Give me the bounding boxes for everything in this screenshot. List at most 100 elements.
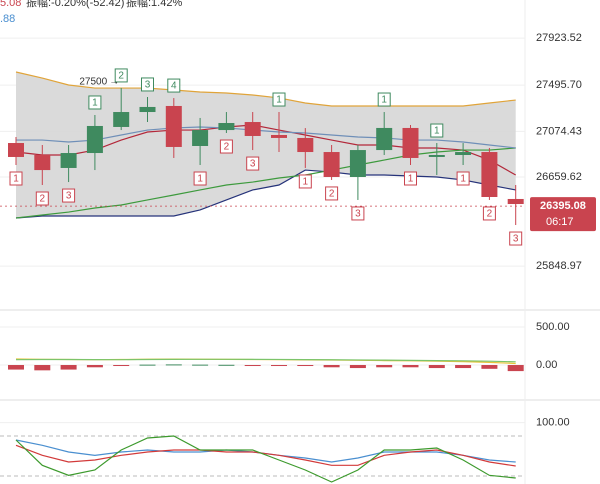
td-marker bbox=[272, 92, 286, 107]
histogram-bar bbox=[323, 365, 340, 368]
y-tick-label: 27074.43 bbox=[536, 125, 582, 137]
countdown: 06:17 bbox=[546, 216, 574, 228]
td-marker bbox=[114, 68, 128, 83]
candle-body bbox=[218, 123, 235, 131]
histogram-bar bbox=[481, 365, 498, 369]
high-note: 27500 bbox=[79, 77, 107, 88]
histogram-bar bbox=[8, 365, 24, 370]
td-marker bbox=[141, 77, 154, 92]
candle-body bbox=[323, 152, 340, 177]
td-label: 2 bbox=[40, 194, 46, 205]
histogram-bar bbox=[271, 365, 287, 367]
td-marker bbox=[9, 171, 23, 186]
td-label: 1 bbox=[408, 174, 414, 185]
histogram-bar bbox=[428, 365, 445, 369]
td-marker bbox=[193, 171, 207, 186]
td-label: 1 bbox=[434, 126, 440, 137]
y-tick-label: 26659.62 bbox=[536, 171, 582, 183]
td-marker bbox=[62, 188, 76, 203]
candle-body bbox=[455, 152, 472, 155]
series-line bbox=[15, 435, 516, 483]
td-marker bbox=[456, 171, 470, 186]
candle-body bbox=[507, 198, 524, 205]
histogram-bar bbox=[60, 365, 77, 370]
td-marker bbox=[246, 156, 260, 171]
td-label: 1 bbox=[13, 174, 19, 185]
candle-body bbox=[297, 137, 314, 153]
td-marker bbox=[404, 171, 417, 186]
last-price-tag bbox=[530, 197, 596, 232]
td-marker bbox=[482, 206, 496, 221]
histogram-bar bbox=[113, 365, 130, 367]
td-label: 2 bbox=[329, 189, 335, 200]
td-label: 1 bbox=[303, 177, 309, 188]
td-marker bbox=[377, 92, 391, 107]
histogram-bar bbox=[349, 365, 366, 369]
td-label: 1 bbox=[197, 174, 203, 185]
histogram-bar bbox=[297, 365, 314, 367]
td-label: 1 bbox=[92, 98, 98, 109]
td-label: 2 bbox=[224, 142, 230, 153]
y-tick-label: 500.00 bbox=[536, 321, 570, 333]
histogram-bar bbox=[139, 364, 156, 366]
header-change: 振幅:-0.20%(-52.42) bbox=[26, 0, 124, 9]
candle-body bbox=[113, 112, 130, 127]
td-label: 3 bbox=[66, 191, 72, 202]
candle-body bbox=[165, 105, 182, 147]
td-label: 3 bbox=[355, 209, 361, 220]
candle-body bbox=[402, 127, 419, 158]
candle-body bbox=[139, 106, 156, 113]
candle-body bbox=[244, 122, 261, 136]
series-line bbox=[15, 444, 516, 467]
histogram-bar bbox=[244, 365, 261, 367]
histogram-bar bbox=[402, 365, 419, 368]
td-label: 3 bbox=[513, 234, 519, 245]
series-line bbox=[15, 169, 516, 219]
histogram-bar bbox=[455, 365, 472, 369]
td-marker bbox=[219, 139, 233, 154]
histogram-bar bbox=[86, 365, 103, 368]
histogram-bar bbox=[165, 364, 182, 366]
header-amplitude: 振幅:1.42% bbox=[126, 0, 182, 9]
td-label: 2 bbox=[118, 71, 124, 82]
y-tick-label: 27495.70 bbox=[536, 79, 582, 91]
candle-body bbox=[192, 130, 209, 146]
series-line bbox=[15, 71, 516, 107]
td-marker bbox=[298, 174, 312, 189]
td-marker bbox=[430, 123, 444, 138]
header-sub: .88 bbox=[0, 13, 15, 25]
y-tick-label: 100.00 bbox=[536, 417, 570, 429]
histogram-bar bbox=[218, 364, 235, 366]
candle-body bbox=[349, 150, 366, 177]
candle-body bbox=[428, 155, 445, 157]
candle-body bbox=[271, 134, 287, 138]
td-marker bbox=[167, 78, 181, 93]
td-marker bbox=[509, 231, 523, 246]
td-label: 3 bbox=[145, 80, 151, 91]
candle-body bbox=[376, 127, 393, 151]
last-price-label: 26395.08 bbox=[540, 200, 586, 212]
td-label: 1 bbox=[381, 95, 387, 106]
histogram-bar bbox=[192, 364, 209, 366]
y-tick-label: 25848.97 bbox=[536, 260, 582, 272]
td-marker bbox=[35, 191, 49, 206]
td-marker bbox=[351, 206, 365, 221]
td-marker bbox=[88, 95, 102, 110]
histogram-bar bbox=[34, 365, 51, 371]
series-line bbox=[15, 358, 516, 363]
header-price: 5.08 bbox=[0, 0, 21, 9]
y-tick-label: 0.00 bbox=[536, 359, 557, 371]
candle-body bbox=[60, 153, 77, 168]
histogram-bar bbox=[376, 365, 393, 368]
td-label: 1 bbox=[460, 174, 466, 185]
td-marker bbox=[325, 186, 339, 201]
candle-body bbox=[34, 155, 51, 171]
td-label: 3 bbox=[250, 159, 256, 170]
histogram-bar bbox=[507, 365, 524, 372]
candle-body bbox=[481, 152, 498, 197]
candle-body bbox=[86, 125, 103, 154]
series-line bbox=[15, 147, 516, 219]
td-label: 4 bbox=[171, 81, 177, 92]
